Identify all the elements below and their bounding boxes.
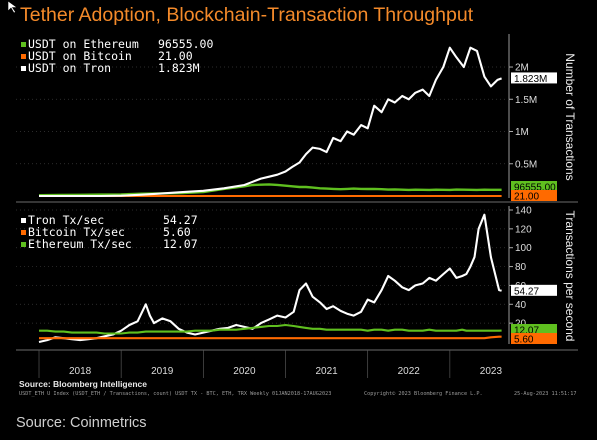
last-value-tag: 5.60 [511, 333, 557, 346]
last-value-tag-bg [511, 72, 557, 84]
last-value-tag-bg [511, 190, 557, 201]
legend-swatch [21, 218, 26, 223]
mouse-cursor-icon [7, 0, 18, 18]
last-value-tag-bg [511, 181, 557, 192]
legend: Tron Tx/sec 54.27 Bitcoin Tx/sec 5.60 Ethere… [21, 213, 198, 251]
x-tick-label: 2021 [315, 366, 338, 377]
legend-series-name: Tron Tx/sec [28, 213, 104, 227]
series-line-usdt-on-ethereum [38, 183, 502, 197]
source-bloomberg: Source: Bloomberg Intelligence [19, 379, 147, 389]
legend-swatch [21, 66, 26, 71]
last-value-tag-bg [511, 284, 557, 296]
last-value-label: 12.07 [514, 326, 539, 337]
legend-series-name: Ethereum Tx/sec [28, 237, 132, 251]
x-tick-label: 2018 [69, 366, 92, 377]
y-tick-label: 140 [515, 206, 532, 217]
series-line-tron-tx-sec [38, 213, 502, 344]
last-value-tag-bg [511, 324, 557, 335]
legend-series-value: 54.27 [163, 213, 198, 227]
last-value-label: 21.00 [514, 192, 539, 203]
y-tick-label: 40 [515, 300, 527, 311]
y-tick-label: 80 [515, 262, 527, 273]
legend-series-name: USDT on Bitcoin [28, 49, 132, 63]
legend-series-value: 12.07 [163, 237, 198, 251]
y-tick-label: 120 [515, 224, 532, 235]
last-value-tag: 1.823M [511, 72, 557, 85]
x-tick-label: 2020 [233, 366, 256, 377]
legend-series-name: USDT on Tron [28, 61, 111, 75]
series-line-bitcoin-tx-sec [39, 335, 502, 340]
last-value-tag: 21.00 [511, 190, 557, 203]
last-value-tag: 54.27 [511, 284, 557, 297]
x-tick-label: 2019 [151, 366, 174, 377]
last-value-tag: 96555.00 [511, 181, 557, 194]
last-value-label: 96555.00 [514, 183, 556, 194]
x-tick-label: 2023 [480, 366, 503, 377]
y-tick-label: 2M [515, 63, 529, 74]
footer-timestamp: 25-Aug-2023 11:51:17 [514, 391, 577, 397]
legend-swatch [21, 54, 26, 59]
last-value-label: 54.27 [514, 286, 539, 297]
footer-index-text: USDT_ETH U Index (USDT_ETH / Transaction… [19, 391, 332, 397]
chart-title: Tether Adoption, Blockchain-Transaction … [20, 4, 474, 26]
legend-series-name: USDT on Ethereum [28, 37, 139, 51]
y-axis-title: Transactions per second [563, 211, 577, 342]
x-tick-label: 2022 [398, 366, 421, 377]
last-value-tag-bg [511, 333, 557, 344]
footer-copyright: Copyright© 2023 Bloomberg Finance L.P. [364, 391, 483, 397]
legend-series-value: 5.60 [163, 225, 191, 239]
source-coinmetrics: Source: Coinmetrics [16, 415, 147, 431]
last-value-tag: 12.07 [511, 324, 557, 337]
y-tick-label: 0.5M [515, 159, 537, 170]
y-axis-title: Number of Transactions [563, 53, 577, 180]
legend-series-name: Bitcoin Tx/sec [28, 225, 125, 239]
series-line-ethereum-tx-sec [39, 323, 502, 335]
last-value-label: 1.823M [514, 74, 547, 85]
legend-swatch [21, 230, 26, 235]
legend-series-value: 96555.00 [158, 37, 213, 51]
legend-series-value: 21.00 [158, 49, 193, 63]
y-tick-label: 100 [515, 243, 532, 254]
legend-swatch [21, 42, 26, 47]
last-value-label: 5.60 [514, 335, 534, 346]
y-tick-label: 1M [515, 127, 529, 138]
series-line-usdt-on-tron [39, 46, 502, 198]
legend-swatch [21, 242, 26, 247]
legend: USDT on Ethereum 96555.00 USDT on Bitcoin 2… [21, 37, 213, 75]
y-tick-label: 1.5M [515, 95, 537, 106]
legend-series-value: 1.823M [158, 61, 200, 75]
